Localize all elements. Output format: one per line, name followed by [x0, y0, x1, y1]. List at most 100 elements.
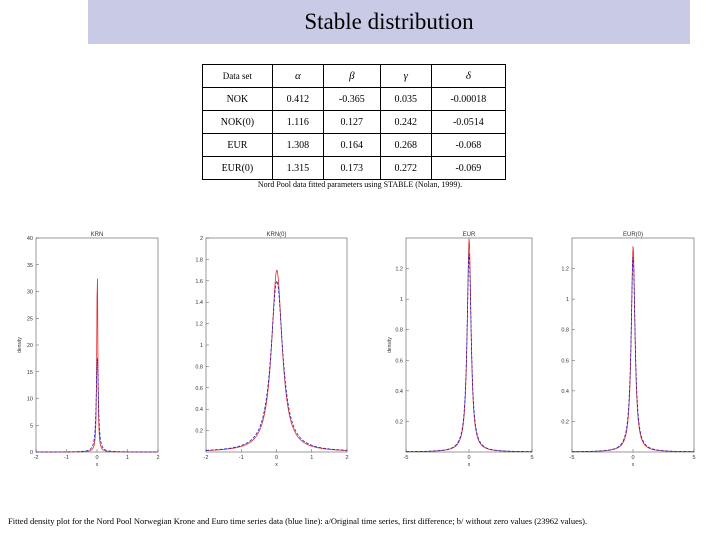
table-cell: 1.315 — [271, 156, 324, 180]
y-tick-label: 0.8 — [561, 328, 569, 334]
x-axis-label: x — [632, 462, 635, 468]
y-tick-label: 1 — [200, 343, 203, 349]
fitted-density-line — [406, 238, 532, 453]
x-tick-label: 1 — [310, 455, 313, 461]
table-cell: -0.365 — [322, 87, 381, 111]
data-density-line — [406, 253, 532, 453]
header-beta: β — [322, 64, 381, 88]
y-tick-label: 0.8 — [195, 364, 203, 370]
y-tick-label: 0.4 — [195, 407, 203, 413]
y-tick-label: 0.8 — [395, 328, 403, 334]
y-tick-label: 0.6 — [195, 386, 203, 392]
y-tick-label: 1.2 — [395, 267, 403, 273]
plot-frame — [405, 237, 533, 453]
table-cell: -0.0514 — [430, 110, 507, 134]
table-cell: -0.069 — [430, 156, 507, 180]
y-tick-label: 15 — [27, 370, 33, 376]
header-gamma: γ — [379, 64, 432, 88]
header-alpha: α — [271, 64, 324, 88]
y-tick-label: 1.4 — [195, 300, 203, 306]
data-density-line — [36, 358, 158, 453]
plot-frame — [571, 237, 695, 453]
chart-svg: 0.2 0.4 0.6 0.8 1 1.2 -5 0 5 EUR x density — [387, 232, 534, 468]
y-tick-label: 5 — [30, 423, 33, 429]
x-tick-label: 2 — [345, 455, 348, 461]
y-tick-label: 1.6 — [195, 279, 203, 285]
chart-svg: 0.2 0.4 0.6 0.8 1 1.2 -5 0 5 EUR(0) x — [561, 232, 695, 468]
x-tick-label: -1 — [64, 455, 69, 461]
table-cell: NOK(0) — [202, 110, 273, 134]
y-axis-label: density — [17, 337, 23, 353]
table-cell: 0.164 — [322, 133, 381, 157]
y-tick-label: 20 — [27, 343, 33, 349]
x-tick-label: -5 — [570, 455, 575, 461]
title-band: Stable distribution — [88, 0, 690, 44]
density-plot-eur: 0.2 0.4 0.6 0.8 1 1.2 -5 0 5 EUR x density — [378, 226, 538, 472]
y-tick-label: 1.2 — [195, 322, 203, 328]
x-tick-label: 0 — [467, 455, 470, 461]
data-density-line — [205, 280, 348, 451]
table-cell: 0.268 — [379, 133, 432, 157]
y-tick-label: 0 — [30, 450, 33, 456]
figure-caption: Fitted density plot for the Nord Pool No… — [8, 516, 588, 526]
x-tick-label: 0 — [631, 455, 634, 461]
density-plot-krn0: 0.2 0.4 0.6 0.8 1 1.2 1.4 1.6 1.8 2 -2 -1 0 1 2 KRN(0) x — [178, 226, 353, 472]
table-cell: EUR(0) — [202, 156, 273, 180]
x-tick-label: -5 — [404, 455, 409, 461]
header-delta: δ — [430, 64, 507, 88]
x-tick-label: 0 — [275, 455, 278, 461]
chart-svg: 0 5 10 15 20 25 30 35 40 -2 -1 0 1 2 KRN x density — [17, 232, 160, 468]
plot-frame — [205, 237, 348, 453]
y-tick-label: 25 — [27, 316, 33, 322]
table-header-row: Data set α β γ δ — [202, 64, 507, 88]
table-cell: 1.116 — [271, 110, 324, 134]
fitted-density-line — [205, 269, 348, 451]
table-cell: 0.412 — [271, 87, 324, 111]
chart-title: EUR — [463, 232, 476, 238]
y-tick-label: 0.2 — [395, 419, 403, 425]
x-tick-label: 0 — [95, 455, 98, 461]
table-cell: 0.242 — [379, 110, 432, 134]
x-tick-label: -1 — [239, 455, 244, 461]
x-axis-label: x — [468, 462, 471, 468]
density-plot-eur0: 0.2 0.4 0.6 0.8 1 1.2 -5 0 5 EUR(0) x — [548, 226, 700, 472]
y-tick-label: 1 — [566, 297, 569, 303]
table-cell: -0.00018 — [430, 87, 507, 111]
table-cell: 1.308 — [271, 133, 324, 157]
table-row: EUR 1.308 0.164 0.268 -0.068 — [202, 133, 507, 157]
chart-title: EUR(0) — [623, 232, 643, 238]
x-tick-label: 2 — [156, 455, 159, 461]
x-tick-label: 5 — [530, 455, 533, 461]
table-cell: 0.127 — [322, 110, 381, 134]
data-density-line — [571, 256, 695, 453]
y-tick-label: 0.4 — [395, 389, 403, 395]
y-tick-label: 1.8 — [195, 257, 203, 263]
x-tick-label: 5 — [692, 455, 695, 461]
y-tick-label: 0.6 — [561, 358, 569, 364]
x-axis-label: x — [275, 462, 278, 468]
chart-svg: 0.2 0.4 0.6 0.8 1 1.2 1.4 1.6 1.8 2 -2 -1 0 1 2 KRN(0) x — [195, 232, 348, 468]
y-tick-label: 35 — [27, 263, 33, 269]
x-axis-label: x — [96, 462, 99, 468]
table-cell: EUR — [202, 133, 273, 157]
slide-title: Stable distribution — [304, 9, 474, 34]
x-tick-label: -2 — [34, 455, 39, 461]
chart-title: KRN(0) — [266, 232, 286, 238]
table-cell: 0.272 — [379, 156, 432, 180]
x-tick-label: -2 — [204, 455, 209, 461]
density-plot-krn: 0 5 10 15 20 25 30 35 40 -2 -1 0 1 2 KRN x density — [14, 226, 164, 472]
table-caption: Nord Pool data fitted parameters using S… — [257, 180, 463, 189]
chart-title: KRN — [91, 232, 104, 238]
table-row: EUR(0) 1.315 0.173 0.272 -0.069 — [202, 156, 507, 180]
y-tick-label: 1.2 — [561, 267, 569, 273]
y-tick-label: 0.2 — [195, 429, 203, 435]
y-tick-label: 2 — [200, 236, 203, 242]
y-axis-label: density — [387, 337, 393, 353]
table-row: NOK(0) 1.116 0.127 0.242 -0.0514 — [202, 110, 507, 134]
table-cell: NOK — [202, 87, 273, 111]
x-tick-label: 1 — [126, 455, 129, 461]
table-row: NOK 0.412 -0.365 0.035 -0.00018 — [202, 87, 507, 111]
y-tick-label: 40 — [27, 236, 33, 242]
y-tick-label: 1 — [400, 297, 403, 303]
header-data-set: Data set — [202, 64, 273, 88]
